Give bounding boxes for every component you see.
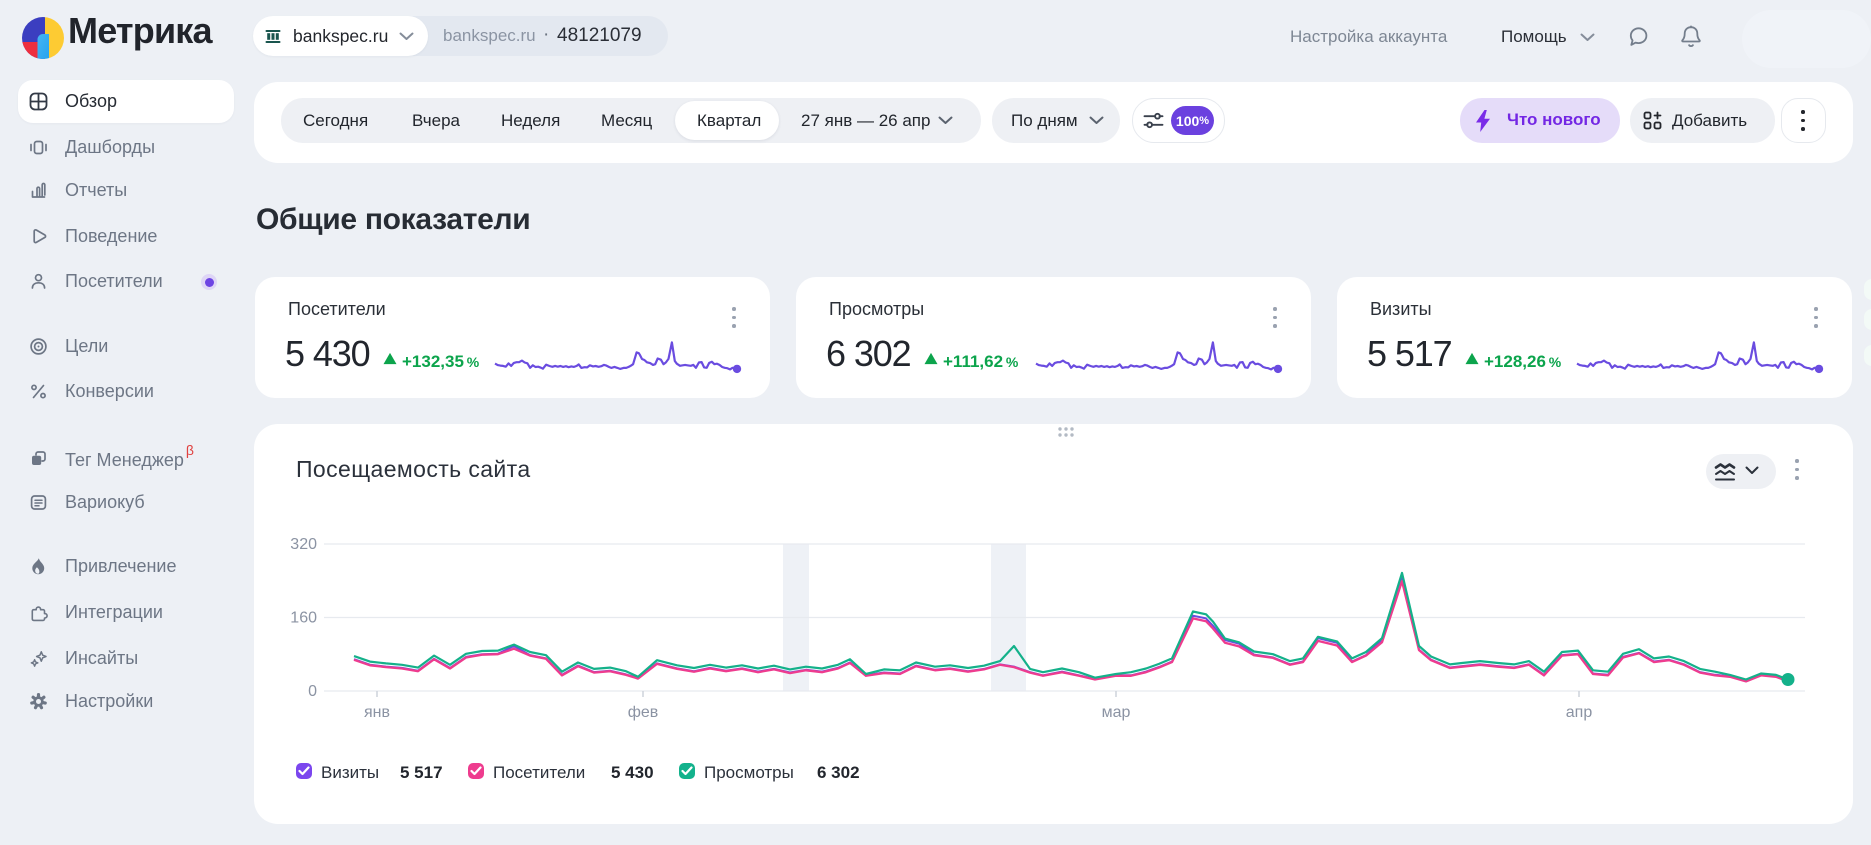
svg-text:фев: фев (628, 704, 659, 721)
svg-text:160: 160 (290, 610, 317, 627)
svg-text:0: 0 (308, 683, 317, 700)
svg-text:апр: апр (1566, 704, 1593, 721)
svg-text:мар: мар (1102, 704, 1131, 721)
svg-text:янв: янв (364, 704, 390, 721)
svg-text:320: 320 (290, 536, 317, 553)
